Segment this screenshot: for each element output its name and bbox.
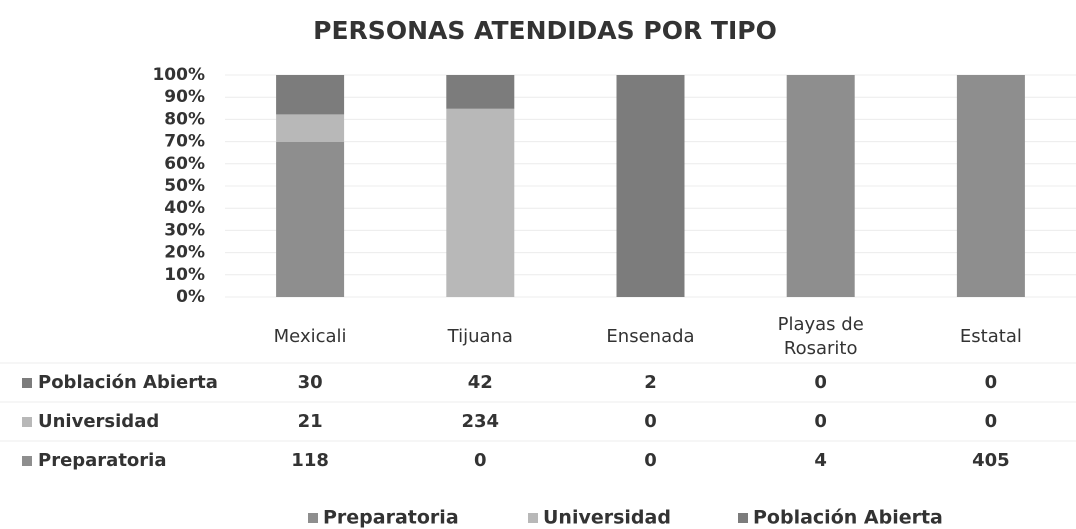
table-value: 118 (291, 450, 329, 471)
table-row-label: Preparatoria (38, 450, 167, 471)
y-tick-label: 20% (164, 243, 205, 263)
table-value: 0 (814, 372, 827, 393)
x-tick-label: Estatal (959, 326, 1022, 347)
table-legend-key (22, 378, 32, 388)
legend-label: Universidad (543, 507, 671, 529)
y-tick-label: 90% (164, 87, 205, 107)
y-tick-label: 60% (164, 154, 205, 174)
legend-key (528, 513, 538, 523)
legend-label: Población Abierta (753, 507, 943, 529)
y-tick-label: 10% (164, 265, 205, 285)
x-tick-label: Playas de Rosarito (777, 314, 864, 359)
table-value: 21 (298, 411, 323, 432)
y-tick-label: 0% (176, 287, 205, 307)
bar-segment (276, 75, 345, 115)
x-tick-label: Tijuana (447, 326, 513, 347)
legend-label: Preparatoria (323, 507, 459, 529)
bar-segment (276, 114, 345, 142)
table-value: 405 (972, 450, 1010, 471)
table-legend-key (22, 417, 32, 427)
table-value: 0 (644, 450, 657, 471)
bar-segment (786, 75, 855, 297)
bar-segment (446, 75, 515, 109)
table-value: 4 (814, 450, 827, 471)
chart-title: PERSONAS ATENDIDAS POR TIPO (313, 16, 777, 45)
y-tick-label: 100% (152, 65, 205, 85)
table-legend-key (22, 456, 32, 466)
bar-segment (446, 108, 515, 297)
table-value: 2 (644, 372, 657, 393)
table-value: 0 (985, 411, 998, 432)
y-tick-label: 30% (164, 220, 205, 240)
legend-key (738, 513, 748, 523)
bar-segment (956, 75, 1025, 297)
y-tick-label: 70% (164, 132, 205, 152)
bar-segment (276, 141, 345, 297)
table-value: 0 (814, 411, 827, 432)
y-tick-label: 80% (164, 109, 205, 129)
table-row-label: Población Abierta (38, 372, 218, 393)
table-value: 0 (474, 450, 487, 471)
table-value: 0 (644, 411, 657, 432)
table-row-label: Universidad (38, 411, 159, 432)
table-value: 30 (298, 372, 323, 393)
legend-key (308, 513, 318, 523)
y-tick-label: 50% (164, 176, 205, 196)
table-value: 0 (985, 372, 998, 393)
x-tick-label: Ensenada (606, 326, 695, 347)
table-value: 42 (468, 372, 493, 393)
table-value: 234 (462, 411, 500, 432)
x-tick-label: Mexicali (273, 326, 347, 347)
bar-segment (616, 75, 685, 297)
y-tick-label: 40% (164, 198, 205, 218)
